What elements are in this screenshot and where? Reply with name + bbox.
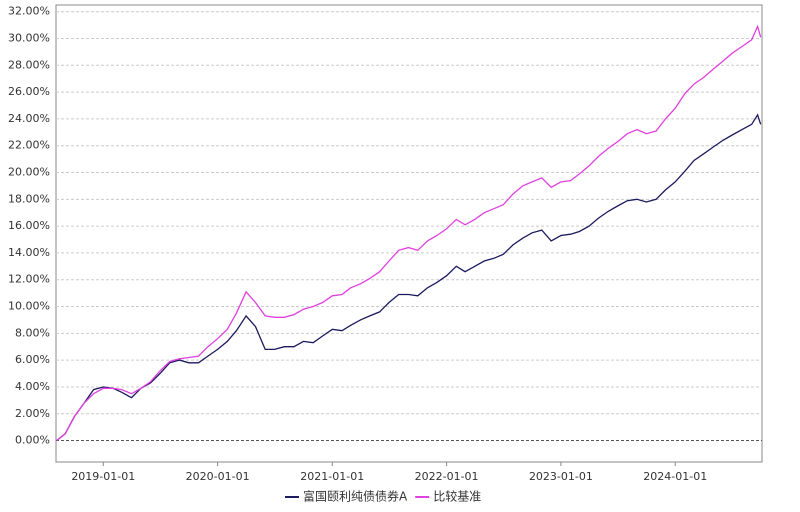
y-tick-label: 0.00% — [15, 434, 50, 447]
y-tick-label: 32.00% — [8, 5, 50, 18]
x-tick-label: 2023-01-01 — [529, 470, 593, 483]
legend-label: 富国颐利纯债债券A — [303, 489, 408, 504]
series-line — [56, 24, 762, 442]
y-tick-label: 8.00% — [15, 326, 50, 339]
y-tick-label: 12.00% — [8, 273, 50, 286]
y-tick-label: 2.00% — [15, 407, 50, 420]
series-line — [56, 113, 762, 442]
y-tick-label: 14.00% — [8, 246, 50, 259]
x-tick-label: 2021-01-01 — [300, 470, 364, 483]
y-tick-label: 4.00% — [15, 380, 50, 393]
y-tick-label: 16.00% — [8, 219, 50, 232]
x-tick-label: 2022-01-01 — [415, 470, 479, 483]
plot-frame — [55, 4, 763, 463]
y-tick-label: 20.00% — [8, 166, 50, 179]
y-tick-label: 22.00% — [8, 139, 50, 152]
y-tick-label: 18.00% — [8, 192, 50, 205]
legend-label: 比较基准 — [433, 489, 481, 504]
y-tick-label: 10.00% — [8, 300, 50, 313]
x-tick-label: 2024-01-01 — [643, 470, 707, 483]
y-tick-label: 30.00% — [8, 32, 50, 45]
x-tick-label: 2019-01-01 — [71, 470, 135, 483]
y-tick-label: 6.00% — [15, 353, 50, 366]
x-tick-label: 2020-01-01 — [186, 470, 250, 483]
y-tick-label: 24.00% — [8, 112, 50, 125]
y-tick-label: 26.00% — [8, 85, 50, 98]
y-tick-label: 28.00% — [8, 58, 50, 71]
